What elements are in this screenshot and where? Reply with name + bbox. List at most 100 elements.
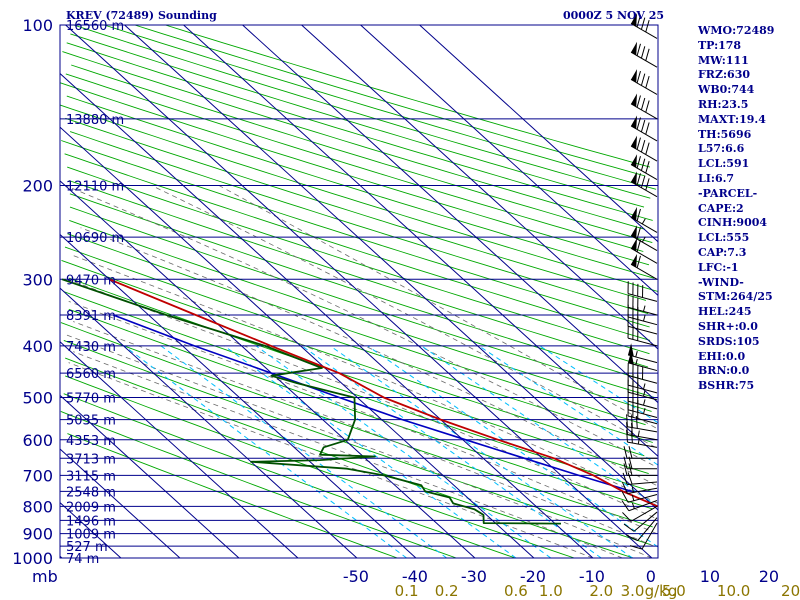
barb-pennant [631, 154, 638, 168]
barb-staff [630, 79, 658, 95]
barb-pennant [631, 135, 638, 150]
barb-staff [627, 362, 658, 372]
dewpoint-trace [61, 278, 562, 525]
barb-pennant [631, 115, 638, 129]
isotherm-line [124, 24, 659, 511]
mixing-ratio-label: 3.0 [621, 582, 645, 600]
pressure-unit-label: mb [32, 567, 58, 586]
wind-barb [630, 225, 658, 252]
barb-pennant [628, 343, 634, 357]
height-label: 6560 m [66, 367, 116, 382]
barb-flag [626, 422, 628, 435]
height-label: 13880 m [66, 113, 124, 128]
height-labels: 16560 m 13880 m 12110 m 10690 m 9470 m 8391 m… [66, 19, 124, 567]
dry-adiabat-line [68, 180, 649, 368]
barb-flag [626, 414, 628, 427]
index-line: SHR+:0.0 [698, 319, 758, 333]
index-line: LFC:-1 [698, 260, 739, 274]
mixing-ratio-line [539, 345, 659, 424]
temperature-tick-label: -50 [343, 567, 369, 586]
height-label: 4353 m [66, 434, 116, 449]
barb-staff [630, 51, 658, 68]
dry-adiabat-line [69, 206, 657, 399]
height-label: 2548 m [66, 485, 116, 500]
moist-adiabat-line [68, 301, 657, 534]
pressure-tick-label: 400 [22, 337, 53, 356]
wind-barbs [621, 13, 658, 550]
index-line: MAXT:19.4 [698, 112, 766, 126]
index-line: HEL:245 [698, 305, 752, 319]
mixing-ratio-line [301, 345, 602, 559]
pressure-tick-label: 100 [22, 16, 53, 35]
barb-flag [636, 14, 641, 28]
barb-staff [630, 505, 658, 522]
dry-adiabat-line [71, 64, 653, 244]
barb-pennant [631, 237, 638, 252]
index-line: BRN:0.0 [698, 364, 750, 378]
index-line: FRZ:630 [698, 68, 751, 82]
height-label: 527 m [66, 540, 108, 555]
wind-barb [623, 456, 657, 470]
barb-half-flag [642, 305, 646, 312]
index-line: LI:6.7 [698, 171, 735, 185]
wind-barb [630, 69, 658, 95]
temperature-tick-labels: mb-50-40-30-20-10010203040C [32, 567, 779, 586]
isotherm-line [59, 126, 535, 559]
barb-half-flag [642, 399, 646, 406]
isotherm-line [183, 24, 659, 457]
barb-flag [636, 156, 641, 169]
barb-flag [636, 239, 641, 252]
dry-adiabat-line [69, 219, 652, 412]
isotherm-line [59, 287, 358, 559]
barb-flag [645, 161, 650, 174]
dry-adiabat-line [64, 153, 651, 341]
barb-staff [630, 103, 658, 120]
wind-barb [630, 253, 658, 280]
parcel-line [112, 314, 632, 493]
temperature-line [108, 278, 658, 508]
dry-adiabat-line [59, 82, 650, 266]
barb-flag [626, 429, 628, 443]
moist-adiabat-line [80, 227, 657, 486]
barb-flag [636, 137, 641, 150]
temperature-tick-label: 20 [759, 567, 779, 586]
isotherm-line [59, 394, 240, 559]
indices-panel: WMO:72489 TP:178 MW:111 FRZ:630 WB0:744 RH:23… [698, 24, 798, 394]
barb-half-flag [642, 315, 646, 322]
height-label: 1009 m [66, 528, 116, 543]
temperature-tick-label: -10 [579, 567, 605, 586]
barb-flag [640, 73, 646, 86]
mixing-ratio-label: 0.1 [395, 582, 419, 600]
dewpoint-line [61, 278, 562, 525]
barb-flag [631, 430, 633, 444]
parcel-trace [112, 314, 632, 493]
barb-flag [628, 446, 633, 459]
dry-adiabat-line [65, 117, 647, 301]
mixing-ratio-labels: 0.10.20.61.02.03.05.010.020.040.0g/kg [395, 582, 800, 600]
isotherm-line [65, 24, 653, 559]
isotherm-line [360, 24, 659, 296]
pressure-tick-label: 200 [22, 176, 53, 195]
barb-staff [641, 522, 658, 550]
isotherm-line [59, 502, 122, 559]
barb-flag [636, 117, 641, 130]
barb-flag [623, 523, 635, 532]
wind-barb [621, 500, 658, 512]
barb-pennant [631, 13, 638, 27]
barb-pennant [631, 93, 638, 107]
barb-staff [630, 181, 658, 198]
dry-adiabat-line [59, 104, 659, 292]
dry-adiabat-line [67, 166, 650, 355]
moist-adiabat-line [73, 321, 654, 547]
height-label: 8391 m [66, 309, 116, 324]
index-line: LCL:591 [698, 157, 750, 171]
dry-adiabat-line [73, 24, 651, 199]
height-label: 5035 m [66, 414, 116, 429]
wind-barb [630, 135, 658, 162]
dry-adiabat-line [60, 322, 653, 528]
mixing-ratio-label: 20.0 [781, 582, 800, 600]
barb-staff [627, 354, 658, 364]
barb-pennant [631, 69, 638, 83]
wind-barb [630, 115, 658, 142]
